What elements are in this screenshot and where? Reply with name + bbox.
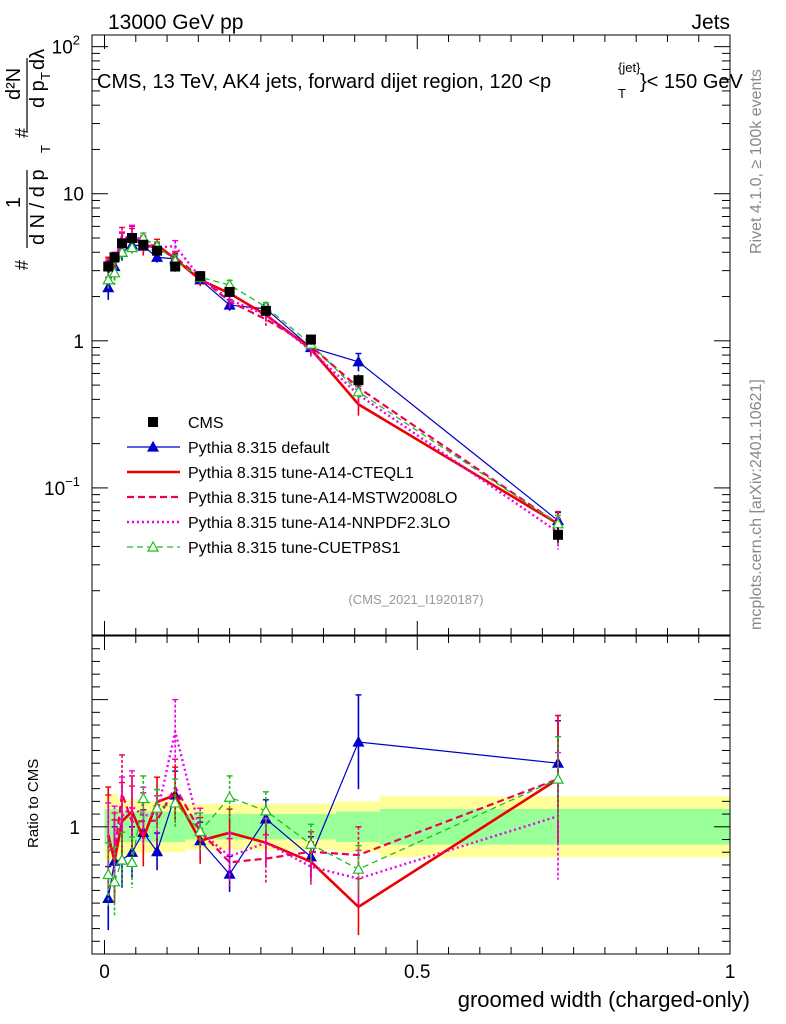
- series-5-point: [108, 266, 121, 278]
- main-series-layer: [102, 224, 565, 550]
- legend-item: Pythia 8.315 tune-CUETP8S1: [127, 540, 401, 557]
- rivet-version-label: Rivet 4.1.0, ≥ 100k events: [748, 69, 765, 254]
- legend-item: Pythia 8.315 tune-A14-NNPDF2.3LO: [127, 515, 450, 532]
- y-label-frac-den: d N / d p: [27, 169, 49, 245]
- cms-data-point: [127, 233, 138, 244]
- x-tick-label: 1: [725, 962, 736, 983]
- title-main: CMS, 13 TeV, AK4 jets, forward dijet reg…: [97, 71, 551, 93]
- y-label-hash-mid: #: [12, 128, 32, 138]
- legend-label: Pythia 8.315 default: [188, 440, 330, 457]
- series-5-ratio-point: [223, 790, 236, 802]
- main-plot-frame: [91, 34, 731, 636]
- legend-label: Pythia 8.315 tune-A14-NNPDF2.3LO: [188, 515, 450, 532]
- cms-data-point: [170, 261, 181, 272]
- main-y-axis-label: # d N / d p T 1 # d²N d p T dλ: [3, 49, 53, 270]
- cms-data-point: [195, 271, 206, 282]
- ratio-tick-label: 1: [69, 818, 80, 839]
- header-jets-label: Jets: [691, 11, 730, 34]
- title-sup: {jet}: [618, 60, 641, 75]
- series-1-ratio-point: [151, 845, 164, 857]
- legend-marker: [146, 540, 160, 552]
- y-label-frac-num: 1: [3, 197, 25, 208]
- ratio-y-axis-label: Ratio to CMS: [25, 759, 42, 848]
- legend-label: Pythia 8.315 tune-CUETP8S1: [188, 540, 401, 557]
- cms-data-point: [353, 375, 364, 386]
- legend-item: CMS: [148, 415, 224, 432]
- legend-cms-marker: [148, 417, 158, 427]
- legend-marker: [146, 440, 160, 452]
- axes-ticks: 0 0.5 1 102 10 1 10−1 1: [44, 33, 735, 983]
- y-label-dlambda: dλ: [27, 49, 49, 70]
- ratio-plot-frame: [91, 635, 731, 955]
- series-5-ratio-point: [126, 856, 139, 868]
- x-tick-label: 0.5: [404, 962, 430, 983]
- series-4-line: [107, 231, 559, 534]
- series-5-point: [126, 241, 139, 253]
- legend: CMS Pythia 8.315 default Pythia 8.315 tune…: [127, 415, 457, 557]
- header-energy-label: 13000 GeV pp: [108, 11, 243, 34]
- ratio-series-layer: [102, 694, 565, 936]
- cms-data-point: [260, 305, 271, 316]
- series-1-ratio-point: [352, 735, 365, 747]
- x-tick-label: 0: [99, 962, 110, 983]
- cms-data-point: [109, 252, 120, 263]
- title-text: CMS, 13 TeV, AK4 jets, forward dijet reg…: [97, 71, 551, 93]
- analysis-id-watermark: (CMS_2021_I1920187): [348, 592, 483, 607]
- chart-title: CMS, 13 TeV, AK4 jets, forward dijet reg…: [97, 60, 744, 101]
- legend-label: Pythia 8.315 tune-A14-MSTW2008LO: [188, 490, 457, 507]
- series-5-point: [352, 385, 365, 397]
- series-5-ratio-point: [551, 772, 565, 784]
- y-label-hash-top: #: [12, 260, 32, 270]
- series-5-point: [102, 273, 115, 285]
- cms-data-point: [224, 286, 235, 297]
- y-label-sub-t1: T: [38, 145, 53, 153]
- legend-label: CMS: [188, 415, 224, 432]
- cms-data-point: [138, 239, 149, 250]
- series-5-point: [116, 246, 129, 257]
- series-5-ratio-point: [137, 792, 150, 804]
- y-label-sub-t2: T: [38, 72, 53, 80]
- series-1-point: [151, 251, 164, 262]
- cms-data-point: [305, 334, 316, 345]
- y-tick-label: 102: [52, 33, 80, 59]
- series-5-ratio-point: [304, 838, 317, 849]
- series-5-ratio-point: [194, 825, 207, 837]
- series-1-point: [352, 355, 365, 367]
- series-5-ratio-point: [151, 801, 164, 813]
- series-5-ratio-point: [108, 875, 121, 887]
- cms-data-point: [152, 245, 163, 256]
- y-tick-label: 10−1: [44, 474, 80, 500]
- series-5-ratio-point: [102, 868, 115, 880]
- ratio-band-inner: [165, 811, 186, 843]
- title-tail: }< 150 GeV: [640, 71, 744, 93]
- y-label-d2n: d²N: [3, 68, 25, 100]
- mcplots-label: mcplots.cern.ch [arXiv:2401.10621]: [748, 379, 765, 630]
- series-5-ratio-point: [352, 862, 365, 874]
- cms-data-point: [552, 529, 563, 540]
- y-label-dpt: d p: [27, 80, 49, 108]
- legend-item: Pythia 8.315 tune-A14-CTEQL1: [127, 465, 414, 482]
- series-5-ratio-point: [169, 796, 182, 808]
- legend-item: Pythia 8.315 tune-A14-MSTW2008LO: [127, 490, 457, 507]
- y-tick-label: 10: [63, 185, 84, 206]
- legend-item: Pythia 8.315 default: [127, 440, 330, 457]
- series-5-ratio-point: [116, 853, 129, 865]
- cms-data-point: [117, 238, 128, 249]
- y-tick-label: 1: [73, 332, 84, 353]
- ratio-band-inner: [379, 808, 730, 845]
- legend-label: Pythia 8.315 tune-A14-CTEQL1: [188, 465, 414, 482]
- x-axis-label: groomed width (charged-only): [458, 987, 750, 1012]
- series-5-ratio-point: [259, 804, 272, 816]
- cms-data-point: [103, 261, 114, 272]
- title-sub: T: [618, 86, 626, 101]
